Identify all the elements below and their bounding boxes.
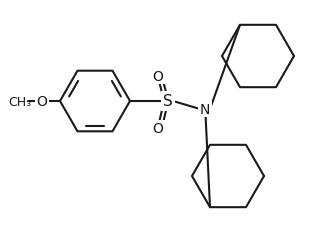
Text: O: O xyxy=(153,70,164,84)
Text: O: O xyxy=(36,94,47,109)
Text: S: S xyxy=(163,94,173,109)
Text: O: O xyxy=(153,122,164,135)
Text: CH₃: CH₃ xyxy=(8,95,32,108)
Text: N: N xyxy=(200,103,210,116)
